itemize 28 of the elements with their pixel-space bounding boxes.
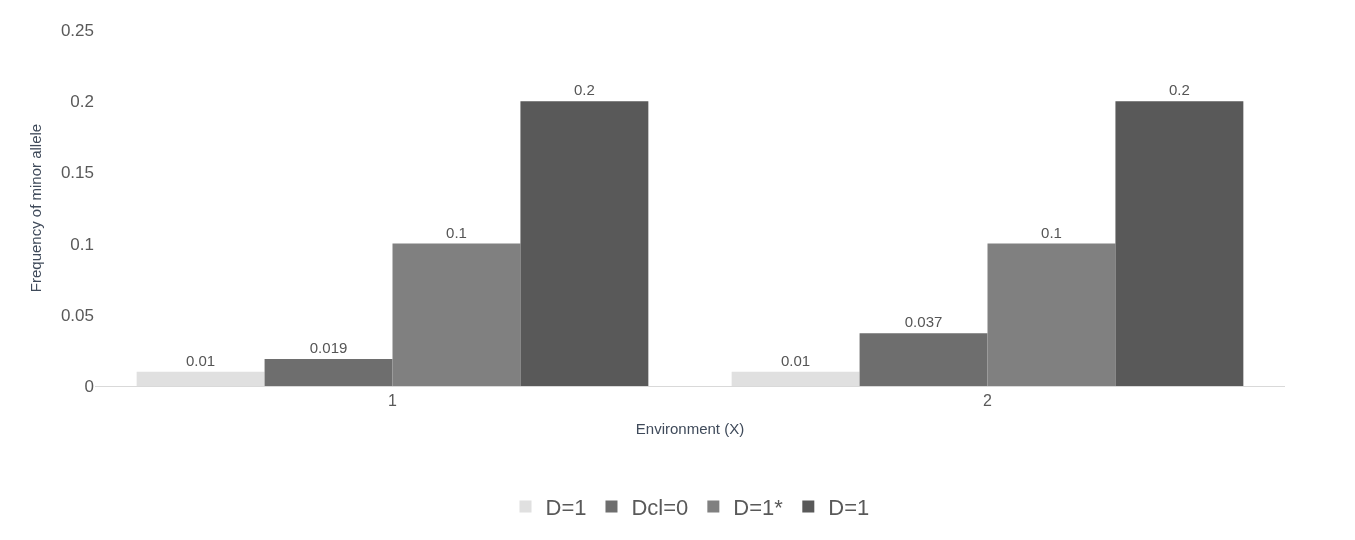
x-tick-label: 1 (388, 392, 398, 410)
data-label: 0.019 (309, 338, 348, 356)
data-label: 0.1 (1041, 223, 1062, 241)
y-tick-label: 0.05 (60, 305, 94, 325)
bar (520, 101, 649, 386)
bar (987, 243, 1116, 386)
data-label: 0.01 (781, 351, 811, 369)
legend-label: D=1 (545, 495, 587, 521)
y-tick-label: 0 (84, 376, 94, 396)
bar (392, 243, 521, 386)
bar (859, 333, 988, 386)
data-label: 0.2 (1168, 81, 1190, 99)
y-tick-label: 0.2 (70, 92, 94, 112)
bar (264, 358, 393, 386)
x-tick-label: 2 (983, 392, 993, 410)
legend-label: D=1 (828, 495, 870, 521)
y-axis-title: Frequency of minor allele (27, 123, 45, 293)
bar (1115, 101, 1244, 386)
y-tick-label: 0.1 (70, 234, 94, 254)
data-label: 0.2 (573, 81, 595, 99)
legend-label: Dcl=0 (631, 495, 689, 521)
y-tick-label: 0.15 (60, 163, 94, 183)
data-label: 0.01 (186, 351, 216, 369)
legend-label: D=1* (733, 495, 784, 521)
data-label: 0.1 (446, 223, 467, 241)
y-tick-label: 0.25 (60, 20, 94, 40)
x-axis-title: Environment (X) (635, 420, 745, 438)
data-label: 0.037 (904, 313, 943, 331)
